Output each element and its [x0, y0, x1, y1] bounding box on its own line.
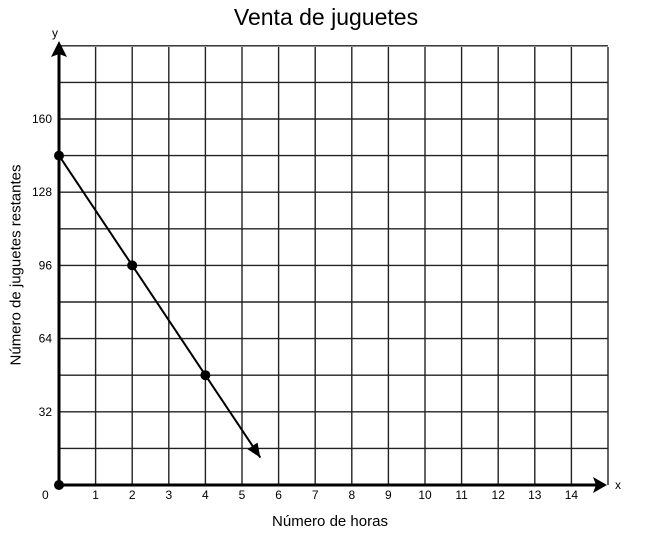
- origin-label: 0: [42, 488, 49, 502]
- x-axis-arrow: [593, 477, 607, 493]
- x-tick-label: 9: [385, 488, 392, 502]
- y-tick-label: 128: [32, 185, 52, 199]
- x-tick-label: 4: [202, 488, 209, 502]
- origin-point: [54, 480, 64, 490]
- data-point: [200, 370, 211, 381]
- data-point: [54, 150, 64, 161]
- x-tick-label: 6: [275, 488, 282, 502]
- grid: [59, 45, 609, 485]
- x-tick-label: 13: [528, 488, 542, 502]
- series-line: [58, 155, 262, 459]
- x-tick-label: 3: [165, 488, 172, 502]
- y-tick-label: 160: [32, 112, 52, 126]
- x-tick-label: 5: [239, 488, 246, 502]
- axes: [51, 41, 607, 493]
- data-point: [127, 260, 138, 271]
- y-axis-letter: y: [52, 26, 58, 40]
- x-axis-letter: x: [615, 478, 621, 492]
- y-tick-label: 64: [39, 332, 53, 346]
- x-tick-label: 12: [492, 488, 506, 502]
- x-tick-label: 7: [312, 488, 319, 502]
- series-layer: [54, 150, 262, 490]
- y-axis-arrow: [51, 41, 67, 57]
- x-tick-label: 10: [418, 488, 432, 502]
- chart-title: Venta de juguetes: [233, 4, 419, 30]
- x-tick-label: 14: [565, 488, 579, 502]
- series-arrowhead: [247, 442, 261, 458]
- x-axis-title: Número de horas: [272, 513, 388, 530]
- y-tick-label: 96: [39, 258, 53, 272]
- x-tick-label: 2: [129, 488, 136, 502]
- x-tick-label: 1: [92, 488, 99, 502]
- x-tick-label: 11: [455, 488, 468, 502]
- x-tick-label: 8: [348, 488, 355, 502]
- y-tick-label: 32: [39, 405, 53, 419]
